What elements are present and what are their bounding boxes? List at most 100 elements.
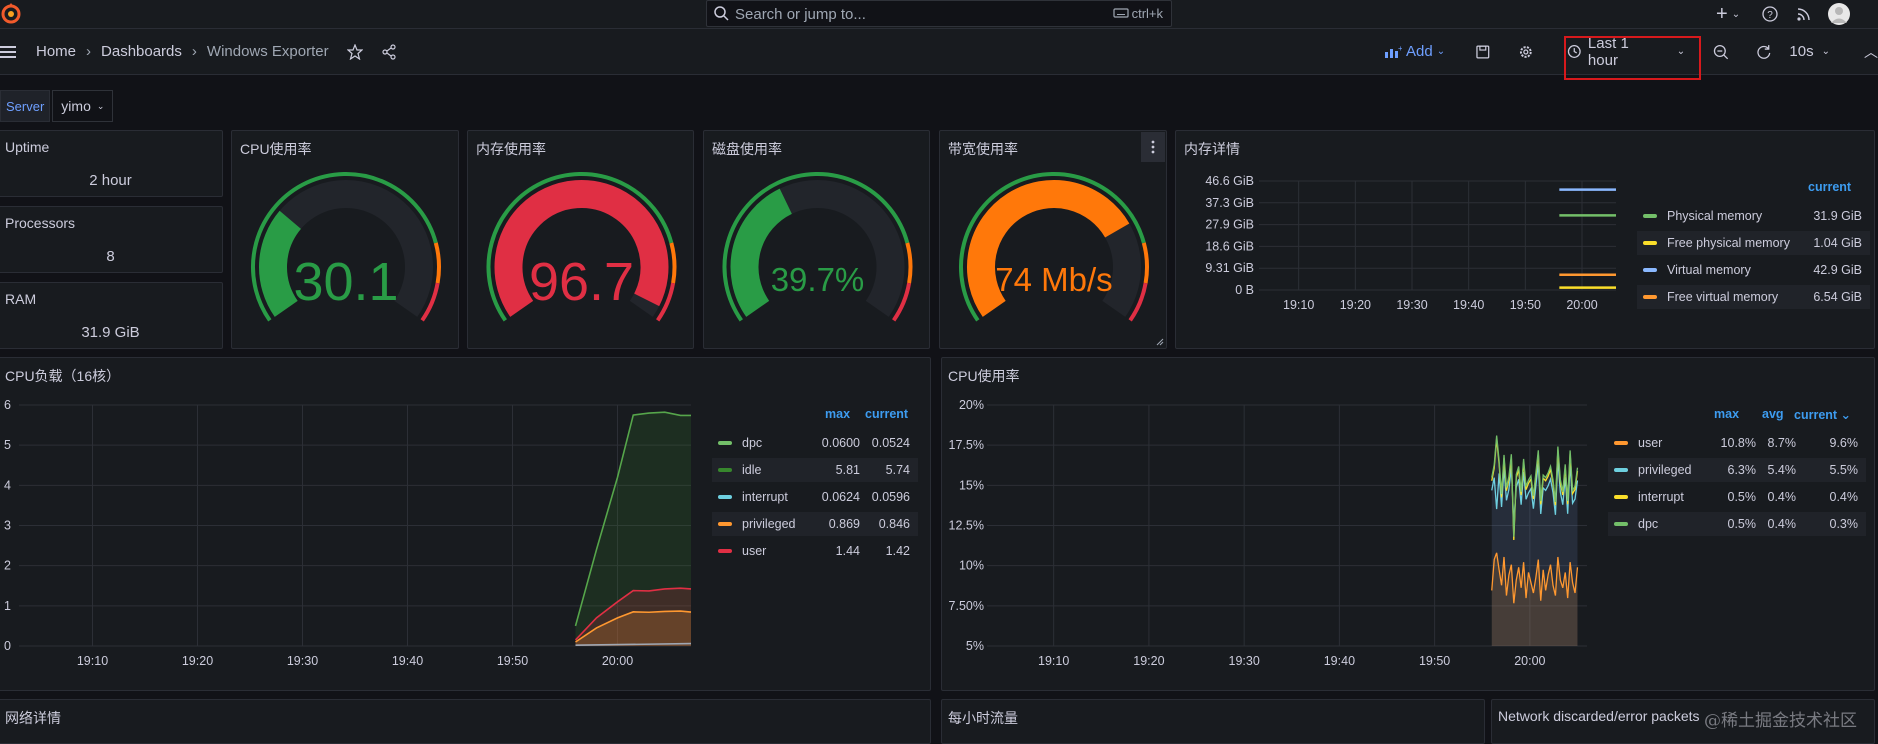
y-tick-label: 3 [4, 519, 11, 533]
legend-swatch [718, 495, 732, 499]
breadcrumb-dashboards[interactable]: Dashboards [101, 43, 182, 60]
add-button[interactable]: + Add ⌄ [1384, 43, 1445, 60]
legend-value-current: 31.9 GiB [1813, 209, 1862, 223]
legend-item-privileged[interactable]: privileged 0.846 0.869 [712, 512, 918, 536]
legend-value-max: 0.5% [1727, 517, 1757, 531]
legend-item-interrupt[interactable]: interrupt 0.0596 0.0624 [712, 485, 918, 509]
legend-value-max: 5.81 [835, 463, 860, 477]
legend-swatch [1643, 214, 1657, 218]
legend-value-current: 0.846 [878, 517, 910, 531]
legend-value-current: 5.74 [885, 463, 910, 477]
watermark: @稀土掘金技术社区 [1704, 711, 1857, 731]
gauge-value: 96.7 [529, 252, 634, 312]
chevron-down-icon[interactable]: ⌄ [1731, 8, 1741, 20]
legend-item-dpc[interactable]: dpc 0.3% 0.4% 0.5% [1608, 512, 1866, 536]
legend-header-max: max [1714, 407, 1740, 421]
share-icon[interactable] [381, 43, 397, 60]
y-tick-label: 27.9 GiB [1205, 218, 1254, 232]
avatar[interactable] [1828, 3, 1851, 25]
time-range-picker[interactable]: Last 1 hour ⌄ [1567, 35, 1685, 69]
more-vertical-icon [1151, 140, 1155, 154]
x-tick-label: 20:00 [1514, 654, 1545, 668]
series-area [575, 611, 691, 646]
legend-item-dpc[interactable]: dpc 0.0524 0.0600 [712, 431, 918, 455]
stat-panel-processors[interactable]: Processors 8 [0, 206, 223, 273]
resize-handle-icon[interactable] [1156, 338, 1164, 346]
legend-swatch [1643, 295, 1657, 299]
legend-item-idle[interactable]: idle 5.74 5.81 [712, 458, 918, 482]
menu-icon[interactable] [0, 45, 18, 59]
panel-title: CPU使用率 [948, 368, 1020, 384]
legend-header-current[interactable]: current ⌄ [1794, 408, 1852, 422]
gauge-panel-disk[interactable]: 磁盘使用率 39.7% [703, 130, 930, 349]
search-bar[interactable]: Search or jump to... ctrl+k [706, 0, 1172, 27]
variable-label-text: Server [6, 98, 45, 114]
gauge-value-arc [259, 210, 302, 317]
legend-item-free-virtual-memory[interactable]: Free virtual memory 6.54 GiB [1637, 285, 1870, 309]
variable-server: Server yimo ⌄ [0, 90, 114, 122]
threshold-red [892, 282, 912, 322]
stat-panel-ram[interactable]: RAM 31.9 GiB [0, 282, 223, 349]
series-line-idle [574, 411, 691, 627]
threshold-orange [669, 242, 677, 284]
stat-panel-uptime[interactable]: Uptime 2 hour [0, 130, 223, 197]
cpu-usage-panel[interactable]: CPU使用率 20% 17.5% 15% 12.5% 10% 7.50% 5% 19:10 19… [941, 357, 1875, 691]
grafana-logo-icon[interactable] [0, 2, 22, 24]
series-line-dpc-interrupt [575, 642, 692, 646]
gear-icon[interactable] [1518, 44, 1534, 60]
panel-menu-button[interactable] [1141, 132, 1165, 162]
series-area [575, 588, 691, 646]
breadcrumb-home[interactable]: Home [36, 43, 77, 60]
chevron-up-icon[interactable]: ︿ [1864, 43, 1878, 60]
legend-item-interrupt[interactable]: interrupt 0.4% 0.4% 0.5% [1608, 485, 1866, 509]
legend-item-user[interactable]: user 9.6% 8.7% 10.8% [1608, 431, 1866, 455]
network-detail-panel[interactable]: 网络详情 [0, 699, 931, 744]
y-tick-label: 1 [4, 599, 11, 613]
star-icon[interactable] [346, 43, 363, 60]
legend-series-name: Virtual memory [1667, 263, 1751, 277]
cpu-load-panel[interactable]: CPU负载（16核） 6 5 4 3 2 1 0 19:10 19:20 19:30 19:40 19… [0, 357, 931, 691]
gauge-panel-bandwidth[interactable]: 带宽使用率 74 Mb/s [939, 130, 1167, 349]
legend-value-avg: 0.4% [1767, 490, 1797, 504]
save-icon[interactable] [1475, 44, 1491, 60]
breadcrumb-separator: › [191, 43, 197, 60]
plus-icon[interactable]: + [1716, 2, 1728, 25]
series-area [1491, 552, 1578, 646]
cpu-load-timeseries-chart: 6 5 4 3 2 1 0 19:10 19:20 19:30 19:40 19:50 20:00 [4, 398, 692, 668]
legend-item-virtual-memory[interactable]: Virtual memory 42.9 GiB [1637, 258, 1870, 282]
gauge-panel-cpu[interactable]: CPU使用率 30.1 [231, 130, 459, 349]
legend-item-privileged[interactable]: privileged 5.5% 5.4% 6.3% [1608, 458, 1866, 482]
stat-value: 31.9 GiB [81, 324, 140, 341]
hourly-traffic-panel[interactable]: 每小时流量 [941, 699, 1485, 744]
gauge-panel-memory[interactable]: 内存使用率 96.7 [467, 130, 694, 349]
panel-title: 内存详情 [1184, 141, 1240, 157]
variable-select[interactable]: yimo ⌄ [52, 90, 114, 122]
legend-item-physical-memory[interactable]: Physical memory 31.9 GiB [1637, 204, 1870, 228]
help-icon[interactable]: ? [1762, 6, 1778, 22]
legend-item-free-physical-memory[interactable]: Free physical memory 1.04 GiB [1637, 231, 1870, 255]
gauge-chart: 96.7 [486, 172, 677, 322]
refresh-icon[interactable] [1756, 44, 1772, 60]
gauge-chart: 74 Mb/s [959, 172, 1149, 322]
legend-value-max: 0.0600 [821, 436, 860, 450]
threshold-orange [1141, 242, 1149, 284]
memory-timeseries-chart: 46.6 GiB 37.3 GiB 27.9 GiB 18.6 GiB 9.31 GiB… [1205, 174, 1616, 312]
legend-item-user[interactable]: user 1.42 1.44 [712, 539, 918, 563]
x-tick-label: 19:10 [77, 654, 108, 668]
x-tick-label: 19:10 [1038, 654, 1069, 668]
legend-series-name: user [742, 544, 767, 558]
series-area [575, 412, 691, 646]
rss-icon[interactable] [1796, 6, 1812, 22]
search-shortcut: ctrl+k [1112, 6, 1163, 21]
zoom-out-icon[interactable] [1713, 44, 1729, 60]
memory-detail-panel[interactable]: 内存详情 46.6 GiB 37.3 GiB 27.9 GiB 18.6 GiB 9.3… [1175, 130, 1875, 349]
legend-series-name: dpc [1638, 517, 1659, 531]
y-tick-label: 5 [4, 438, 11, 452]
refresh-interval-picker[interactable]: 10s ⌄ [1789, 43, 1830, 60]
breadcrumb: Home › Dashboards › Windows Exporter [0, 29, 397, 74]
y-tick-label: 6 [4, 398, 11, 412]
x-tick-label: 19:50 [1510, 298, 1541, 312]
y-tick-label: 10% [959, 559, 984, 573]
legend-value-current: 0.0596 [871, 490, 910, 504]
breadcrumb-current: Windows Exporter [206, 43, 329, 60]
